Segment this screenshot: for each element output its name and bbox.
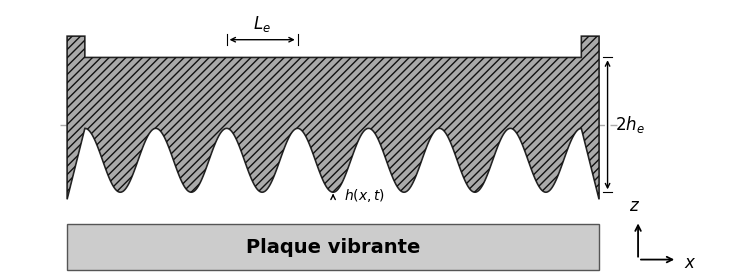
Bar	[67, 224, 599, 270]
Text: $L_e$: $L_e$	[253, 14, 271, 34]
Text: $x$: $x$	[684, 254, 696, 272]
Polygon shape	[67, 36, 599, 199]
Text: $h(x,t)$: $h(x,t)$	[344, 187, 385, 204]
Text: $z$: $z$	[629, 197, 640, 215]
Text: Plaque vibrante: Plaque vibrante	[246, 238, 420, 257]
Text: $2 h_e$: $2 h_e$	[615, 114, 645, 135]
